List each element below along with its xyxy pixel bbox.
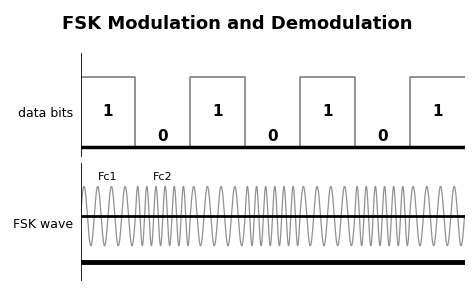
Text: FSK wave: FSK wave <box>13 218 73 231</box>
Text: 1: 1 <box>322 104 333 120</box>
Text: 1: 1 <box>103 104 113 120</box>
Text: Fc2: Fc2 <box>153 172 173 182</box>
Text: FSK Modulation and Demodulation: FSK Modulation and Demodulation <box>62 15 412 33</box>
Text: 0: 0 <box>267 129 278 144</box>
Text: 0: 0 <box>157 129 168 144</box>
Text: 0: 0 <box>377 129 388 144</box>
Text: 1: 1 <box>432 104 442 120</box>
Text: data bits: data bits <box>18 107 73 120</box>
Text: Fc1: Fc1 <box>98 172 118 182</box>
Text: 1: 1 <box>212 104 223 120</box>
